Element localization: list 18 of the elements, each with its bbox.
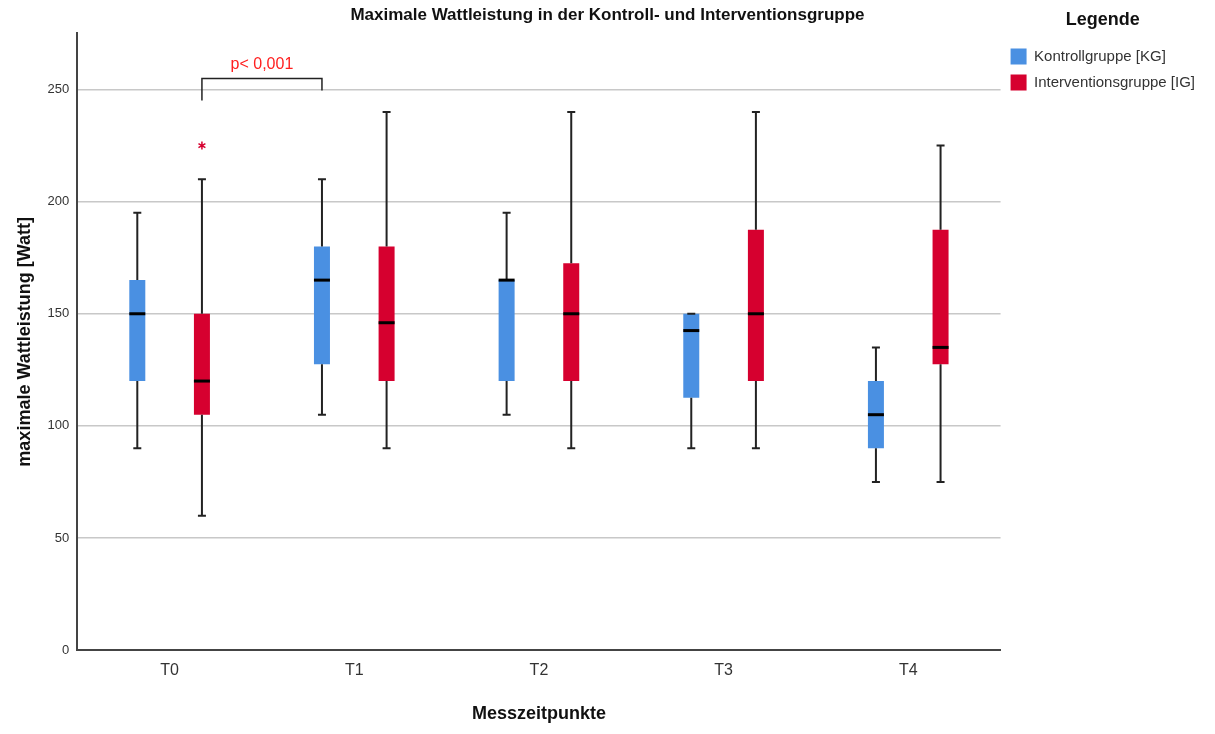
y-tick-label: 0 — [62, 641, 70, 657]
x-tick-label: T0 — [160, 661, 180, 679]
y-axis-title: maximale Wattleistung [Watt] — [13, 216, 34, 467]
y-tick-label: 250 — [47, 81, 70, 97]
x-axis-title: Messzeitpunkte — [471, 703, 606, 724]
y-tick-label: 150 — [47, 305, 70, 321]
x-tick-label: T1 — [344, 661, 364, 679]
chart-title: Maximale Wattleistung in der Kontroll- und Interventionsgruppe — [350, 4, 865, 24]
y-tick-label: 200 — [47, 193, 70, 209]
legend-label: Interventionsgruppe [IG] — [1034, 72, 1196, 90]
y-tick-label: 50 — [54, 529, 70, 545]
x-tick-label: T2 — [529, 661, 549, 679]
annotation: p< 0,001 — [230, 54, 294, 72]
x-tick-label: T3 — [714, 661, 734, 679]
y-tick-label: 100 — [47, 417, 70, 433]
x-tick-label: T4 — [898, 661, 918, 679]
legend-label: Kontrollgruppe [KG] — [1034, 46, 1166, 64]
legend-title: Legende — [1065, 8, 1140, 29]
